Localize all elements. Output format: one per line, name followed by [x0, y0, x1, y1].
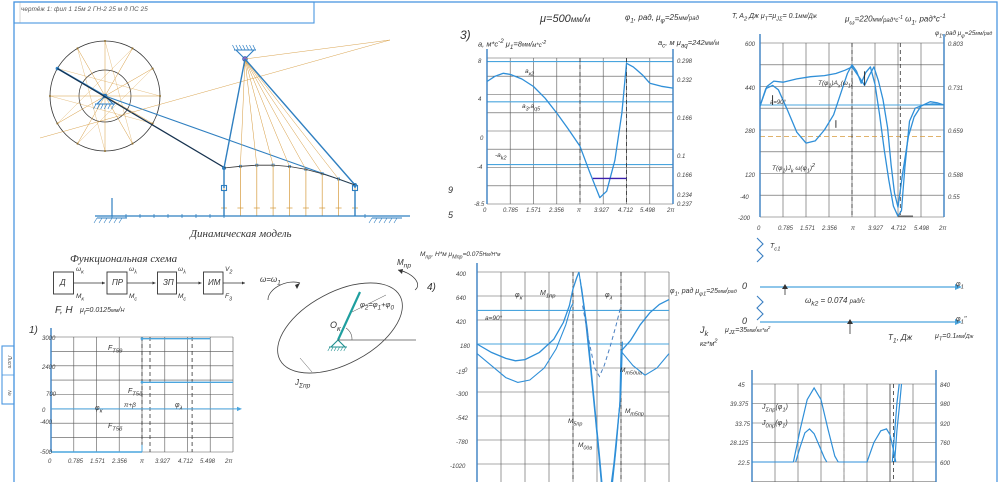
svg-text:22.5: 22.5 [737, 461, 750, 467]
svg-text:600: 600 [940, 461, 951, 467]
svg-text:760: 760 [940, 441, 951, 447]
svg-text:840: 840 [940, 383, 951, 389]
svg-text:920: 920 [940, 422, 951, 428]
svg-text:980: 980 [940, 402, 951, 408]
svg-text:28.125: 28.125 [729, 441, 749, 447]
svg-text:45: 45 [738, 383, 745, 389]
svg-text:39.375: 39.375 [730, 402, 749, 408]
svg-text:33.75: 33.75 [735, 422, 751, 428]
